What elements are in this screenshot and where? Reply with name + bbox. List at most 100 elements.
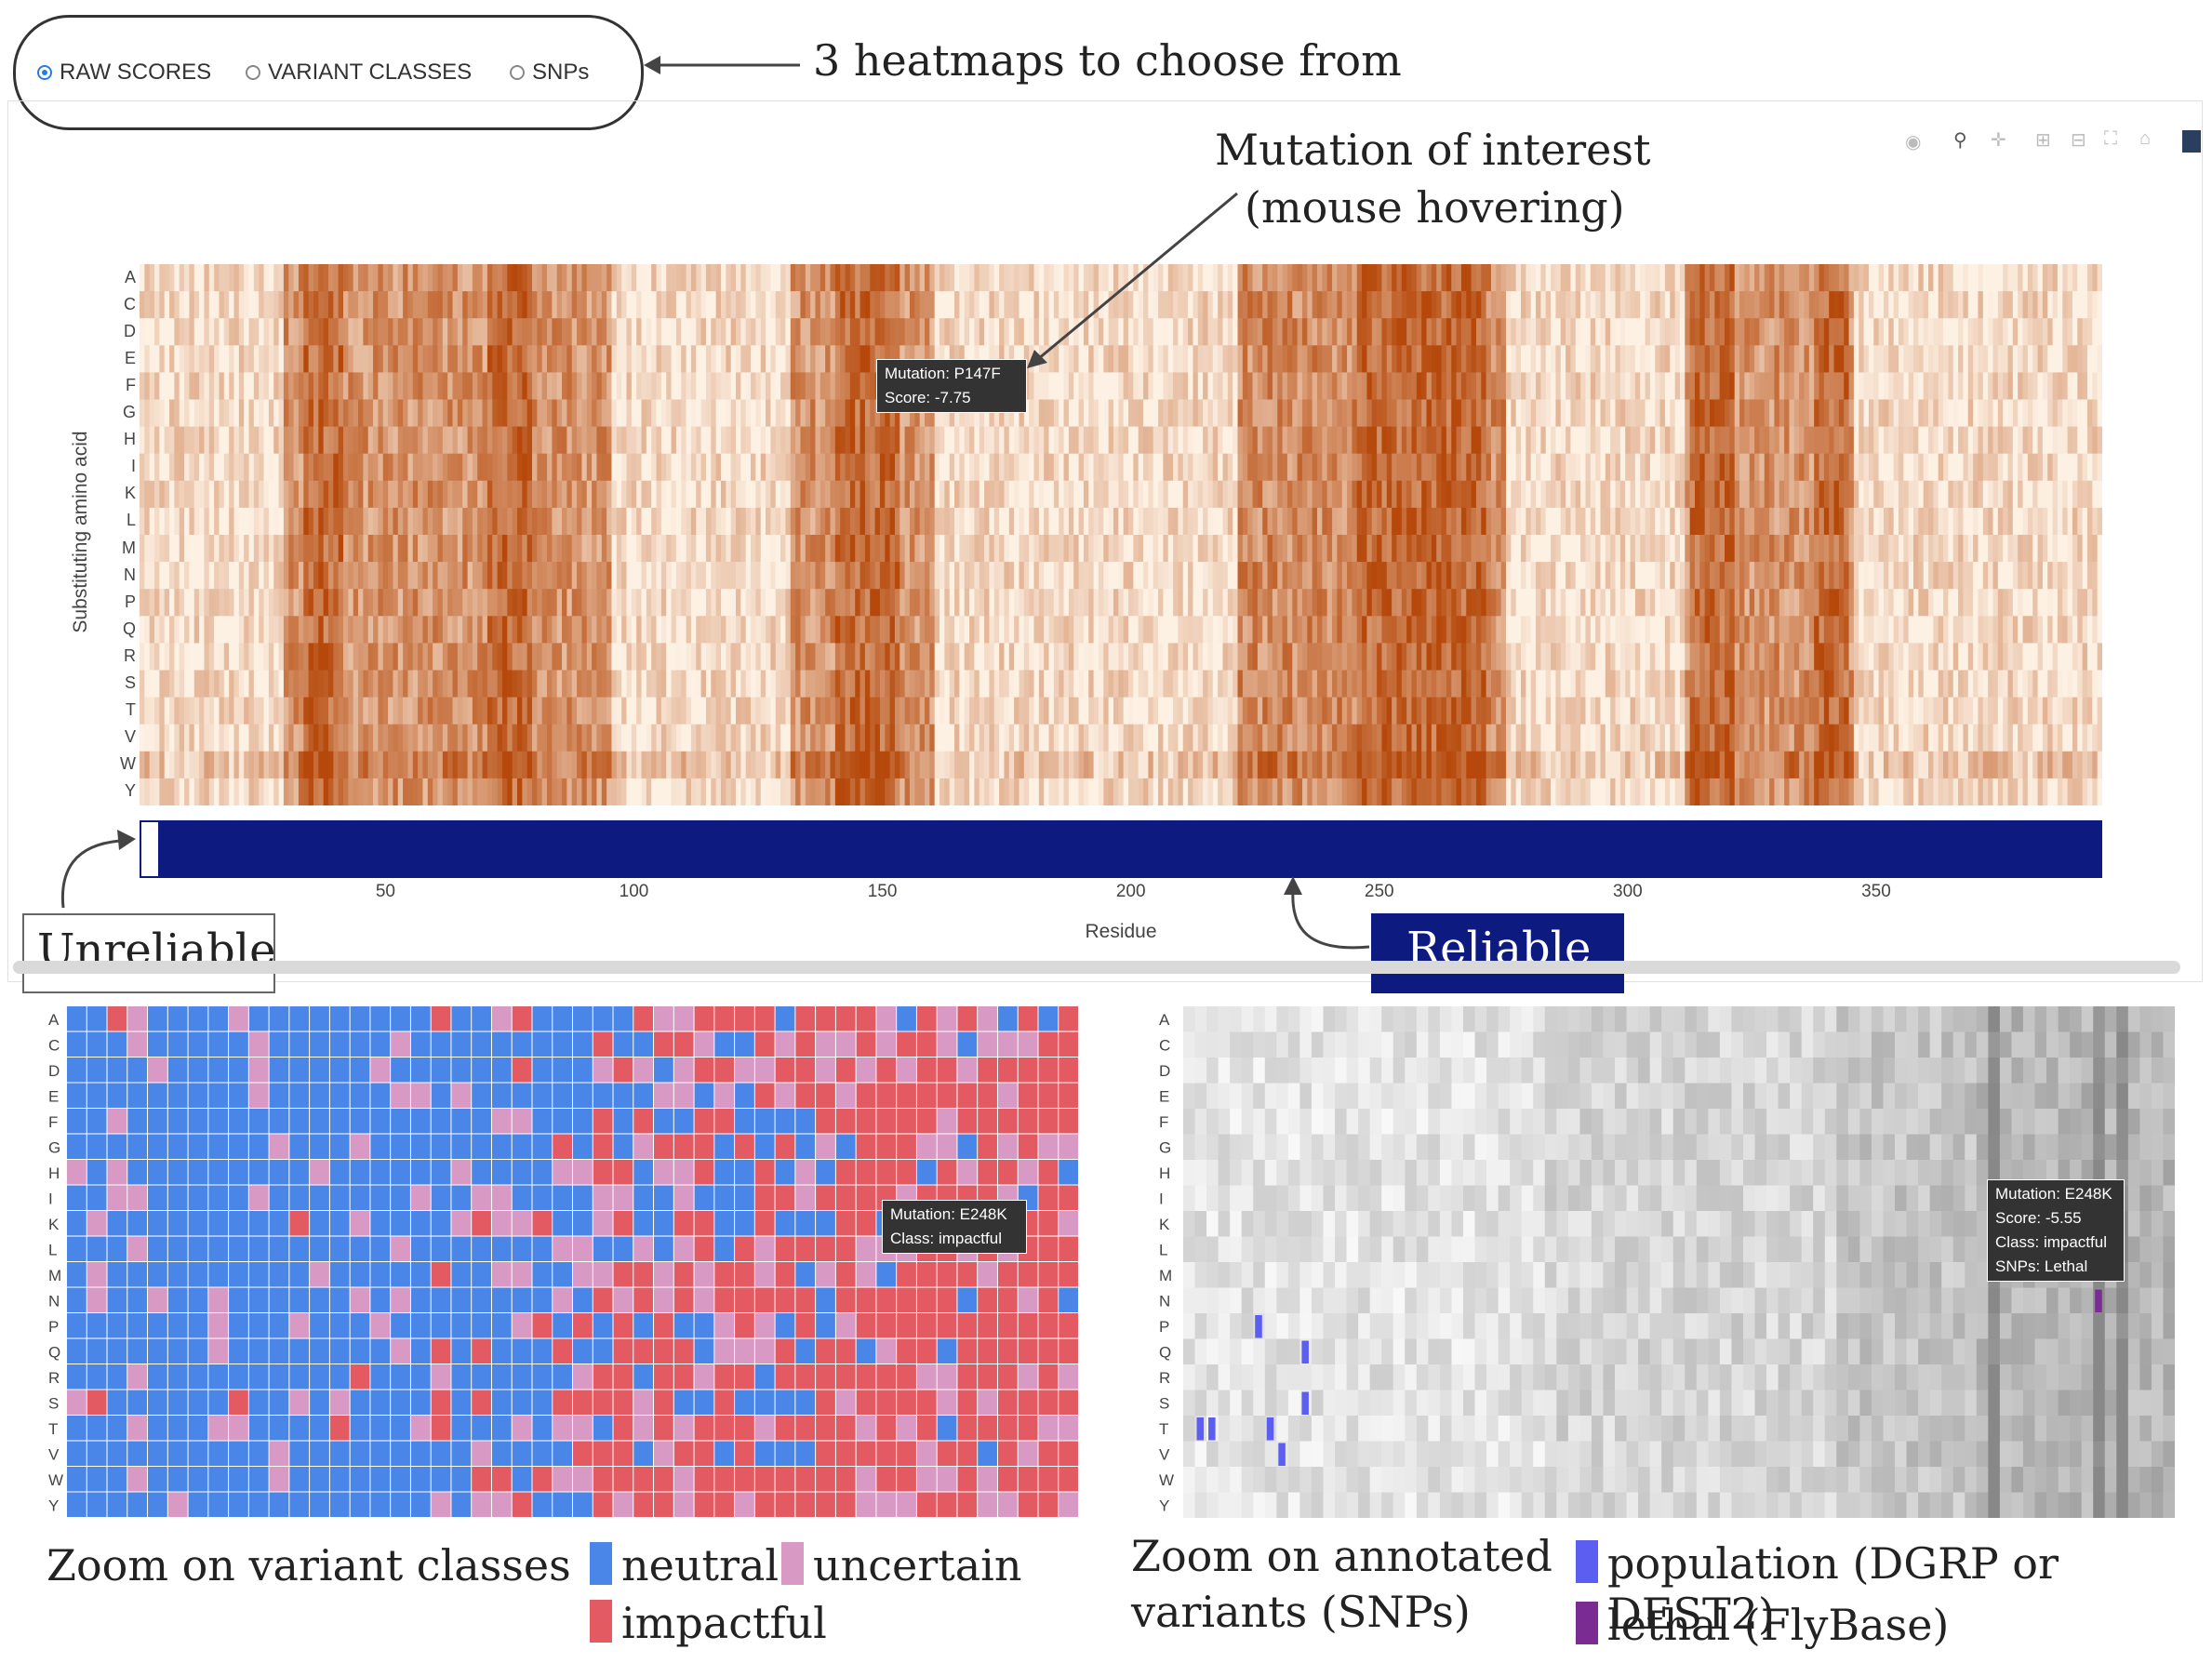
- y-tick-label: V: [48, 1445, 60, 1463]
- class-tooltip: Mutation: E248K Class: impactful: [882, 1200, 1027, 1254]
- tooltip-mutation: Mutation: P147F: [885, 365, 1001, 382]
- radio-raw-scores[interactable]: RAW SCORES: [37, 60, 211, 86]
- radio-label: SNPs: [532, 60, 590, 85]
- radio-dot-icon: [37, 65, 52, 80]
- snps-caption-line1: Zoom on annotated: [1131, 1531, 1552, 1581]
- y-tick-label: M: [48, 1267, 61, 1284]
- snp-tooltip: Mutation: E248K Score: -5.55 Class: impa…: [1987, 1179, 2125, 1282]
- snp-marker[interactable]: [1196, 1417, 1205, 1441]
- x-tick-label: 150: [867, 882, 898, 901]
- legend-lethal: lethal (FlyBase): [1607, 1600, 1950, 1650]
- y-tick-label: T: [1159, 1420, 1168, 1438]
- tooltip-class: Class: impactful: [890, 1230, 1002, 1247]
- x-tick-label: 350: [1861, 882, 1891, 901]
- y-tick-label: S: [124, 673, 136, 693]
- zoom-in-icon[interactable]: ⊞: [2035, 130, 2051, 151]
- y-tick-label: N: [124, 565, 136, 584]
- y-tick-label: I: [48, 1190, 53, 1207]
- y-tick-label: L: [126, 511, 136, 530]
- y-tick-label: Y: [124, 781, 136, 801]
- y-tick-label: M: [1159, 1267, 1172, 1284]
- pan-icon[interactable]: ✛: [1991, 130, 2006, 151]
- autoscale-icon[interactable]: ⛶: [2104, 128, 2117, 149]
- snp-marker[interactable]: [1208, 1417, 1216, 1441]
- snp-marker[interactable]: [1255, 1315, 1262, 1338]
- x-tick-label: 100: [619, 882, 649, 901]
- y-tick-label: F: [126, 375, 136, 394]
- mutation-annotation-line1: Mutation of interest: [1215, 125, 1651, 175]
- y-axis-title: Substituting amino acid: [70, 431, 91, 633]
- snp-marker[interactable]: [1301, 1391, 1309, 1416]
- y-tick-label: C: [48, 1036, 60, 1054]
- y-tick-label: I: [1159, 1190, 1164, 1207]
- y-tick-label: E: [48, 1087, 59, 1105]
- y-tick-label: W: [120, 754, 136, 774]
- y-tick-label: C: [124, 294, 136, 313]
- raw-scores-panel: [7, 100, 2203, 982]
- y-tick-label: E: [124, 348, 136, 367]
- tooltip-class: Class: impactful: [1995, 1233, 2107, 1251]
- y-tick-label: W: [1159, 1471, 1174, 1489]
- reliable-arrow: [1284, 876, 1370, 950]
- snp-marker[interactable]: [1278, 1443, 1286, 1467]
- y-tick-label: R: [124, 645, 136, 665]
- zoom-out-icon[interactable]: ⊟: [2071, 130, 2086, 151]
- y-tick-label: D: [48, 1062, 60, 1080]
- y-tick-label: Q: [48, 1343, 60, 1361]
- x-tick-label: 250: [1364, 882, 1394, 901]
- mutation-arrow: [1027, 192, 1238, 368]
- y-tick-label: N: [1159, 1292, 1170, 1310]
- y-tick-label: D: [124, 321, 136, 340]
- y-tick-label: I: [130, 457, 136, 476]
- snp-marker[interactable]: [1301, 1340, 1309, 1364]
- snp-marker[interactable]: [1266, 1417, 1274, 1441]
- y-tick-label: K: [48, 1216, 60, 1233]
- camera-icon[interactable]: ◉: [1905, 132, 1922, 153]
- x-tick-label: 300: [1613, 882, 1643, 901]
- reliability-bar[interactable]: [140, 820, 2102, 878]
- snp-marker[interactable]: [2095, 1289, 2102, 1313]
- zoom-icon[interactable]: ⚲: [1953, 130, 1967, 151]
- reset-axes-icon[interactable]: ⌂: [2139, 128, 2152, 149]
- raw-scores-heatmap[interactable]: [140, 264, 2102, 805]
- y-tick-label: C: [1159, 1036, 1170, 1054]
- plotly-logo-icon[interactable]: [2182, 130, 2201, 153]
- y-tick-label: A: [48, 1011, 60, 1029]
- y-tick-label: M: [122, 538, 136, 557]
- reliable-label: Reliable: [1371, 913, 1624, 993]
- y-tick-label: G: [48, 1138, 60, 1156]
- legend-swatch-neutral: [590, 1542, 612, 1585]
- y-tick-label: L: [48, 1241, 57, 1258]
- y-tick-label: S: [1159, 1394, 1169, 1412]
- y-tick-label: S: [48, 1394, 59, 1412]
- radio-snps[interactable]: SNPs: [510, 60, 589, 86]
- y-tick-label: F: [48, 1113, 58, 1131]
- hover-tooltip: Mutation: P147F Score: -7.75: [876, 359, 1027, 413]
- selector-arrow: [644, 56, 800, 74]
- y-tick-label: P: [48, 1318, 59, 1336]
- radio-variant-classes[interactable]: VARIANT CLASSES: [246, 60, 472, 86]
- y-tick-label: D: [1159, 1062, 1170, 1080]
- horizontal-scrollbar[interactable]: [13, 961, 2180, 974]
- y-tick-label: A: [124, 267, 136, 286]
- y-tick-label: H: [1159, 1164, 1170, 1182]
- tooltip-score: Score: -7.75: [885, 389, 971, 406]
- y-tick-label: N: [48, 1292, 60, 1310]
- radio-label: RAW SCORES: [60, 60, 212, 85]
- selector-annotation: 3 heatmaps to choose from: [813, 35, 1402, 86]
- y-tick-label: L: [1159, 1241, 1167, 1258]
- y-tick-label: R: [48, 1369, 60, 1387]
- legend-impactful: impactful: [621, 1598, 827, 1648]
- y-tick-label: Y: [48, 1497, 59, 1514]
- y-tick-label: K: [1159, 1216, 1170, 1233]
- y-tick-label: W: [48, 1471, 63, 1489]
- legend-neutral: neutral: [621, 1540, 780, 1590]
- tooltip-score: Score: -5.55: [1995, 1209, 2082, 1227]
- y-tick-label: V: [1159, 1445, 1170, 1463]
- legend-swatch-lethal: [1576, 1602, 1598, 1644]
- heatmap-selector: [13, 15, 644, 130]
- x-tick-label: 50: [375, 882, 395, 901]
- mutation-annotation-line2: (mouse hovering): [1245, 182, 1625, 233]
